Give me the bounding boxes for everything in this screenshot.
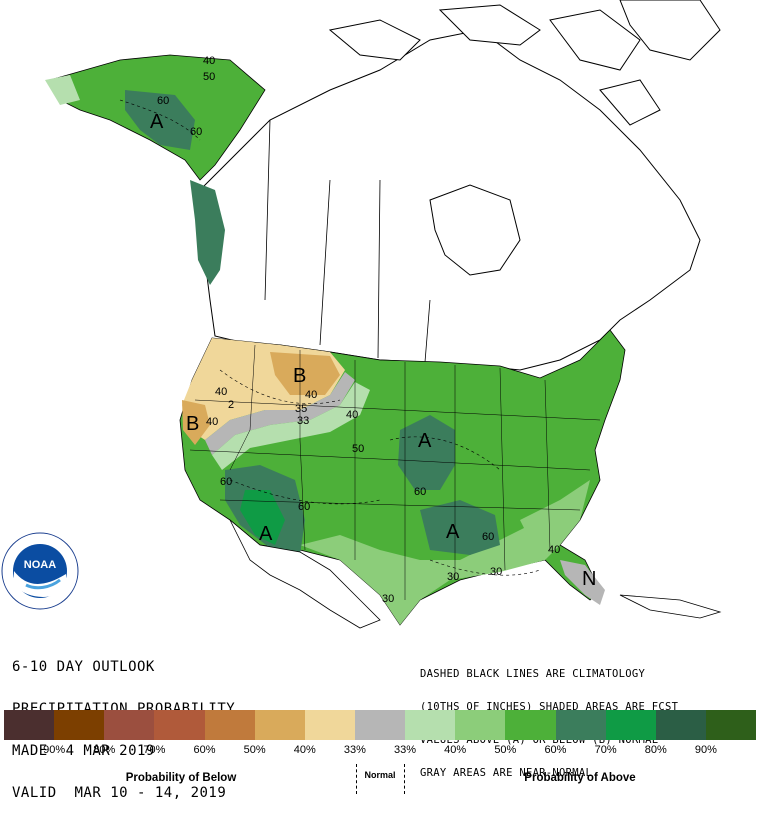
note-line: VALUES ABOVE (A) OR BELOW (B) NORMAL	[420, 734, 659, 746]
alaska-70-zone	[125, 90, 195, 150]
contour-label: 60	[414, 486, 426, 498]
above-40-band	[212, 382, 370, 470]
legend-swatch	[405, 710, 456, 740]
caribbean-islands	[619, 594, 722, 619]
note-line: GRAY AREAS ARE NEAR-NORMAL	[420, 767, 593, 779]
legend-percent-label: 33%	[394, 744, 417, 756]
bc-coast-strip	[190, 180, 225, 285]
alaska-40-edge	[45, 75, 80, 105]
contour-label: 30	[490, 566, 502, 578]
california-below-50	[182, 400, 210, 445]
note-line: (10THS OF INCHES) SHADED AREAS ARE FCST	[420, 701, 679, 713]
near-normal-band	[205, 372, 355, 455]
northwest-below-50	[270, 352, 340, 395]
province-lines	[264, 119, 431, 363]
contour-label: 30	[382, 593, 394, 605]
florida-near-normal	[560, 560, 605, 605]
legend-swatch	[304, 710, 355, 740]
note-line: DASHED BLACK LINES ARE CLIMATOLOGY	[420, 668, 646, 680]
probability-legend	[4, 710, 757, 740]
contour-label: 2	[228, 399, 234, 411]
arizona-above-80	[240, 490, 285, 545]
southeast-light-green	[520, 480, 590, 545]
contour-label: 50	[352, 443, 364, 455]
title-line: MADE 4 MAR 2019	[12, 743, 155, 759]
contour-label: 60	[220, 476, 232, 488]
legend-swatch	[505, 710, 556, 740]
legend-percent-label: 90%	[43, 744, 66, 756]
contour-label: 60	[157, 95, 169, 107]
contour-label: 40	[305, 389, 317, 401]
legend-swatch	[154, 710, 205, 740]
iowa-above-label: A	[418, 430, 432, 452]
iowa-above-70	[398, 415, 455, 490]
california-below-label: B	[186, 413, 199, 435]
contour-label: 60	[482, 531, 494, 543]
mississippi-above-70	[420, 500, 500, 555]
map-note: DASHED BLACK LINES ARE CLIMATOLOGY (10TH…	[420, 647, 678, 790]
contour-label: 40	[206, 416, 218, 428]
contour-label: 30	[447, 571, 459, 583]
contour-label: 33	[297, 415, 309, 427]
legend-swatch	[54, 710, 105, 740]
mississippi-above-label: A	[446, 521, 460, 543]
florida-normal-label: N	[582, 568, 596, 590]
mexico-outline	[229, 519, 381, 629]
contour-label: 40	[215, 386, 227, 398]
alaska-above-label: A	[150, 111, 164, 133]
legend-divider	[404, 764, 405, 794]
legend-swatch	[4, 710, 55, 740]
contour-label: 50	[203, 71, 215, 83]
arctic-islands	[328, 4, 661, 126]
noaa-logo-text: NOAA	[24, 559, 56, 571]
contour-label: 60	[190, 126, 202, 138]
legend-swatch	[605, 710, 656, 740]
contour-label: 40	[346, 409, 358, 421]
contour-label: 40	[548, 544, 560, 556]
state-lines	[189, 344, 601, 600]
hudson-bay	[429, 184, 521, 276]
legend-percent-label: 70%	[594, 744, 617, 756]
legend-divider	[356, 764, 357, 794]
legend-percent-label: 40%	[293, 744, 316, 756]
legend-percent-label: 33%	[343, 744, 366, 756]
above-label: Probability of Above	[524, 772, 636, 784]
legend-percent-label: 80%	[644, 744, 667, 756]
outlook-map: A B B A A A N 40 50 60 60 40 35 33 40 40…	[1, 0, 722, 629]
noaa-logo: NOAA	[1, 532, 79, 610]
greenland	[619, 0, 721, 61]
legend-percent-label: 80%	[93, 744, 116, 756]
legend-percent-label: 50%	[243, 744, 266, 756]
arizona-above-label: A	[259, 523, 273, 545]
title-line: VALID MAR 10 - 14, 2019	[12, 785, 227, 801]
title-line: 6-10 DAY OUTLOOK	[12, 659, 155, 675]
below-label: Probability of Below	[125, 772, 237, 784]
legend-percent-label: 70%	[143, 744, 166, 756]
contour-label: 35	[295, 403, 307, 415]
legend-swatch	[204, 710, 255, 740]
legend-swatch	[655, 710, 706, 740]
contour-label: 60	[298, 501, 310, 513]
legend-percent-label: 60%	[544, 744, 567, 756]
legend-percent-label: 60%	[193, 744, 216, 756]
legend-percent-label: 90%	[694, 744, 717, 756]
legend-percent-label: 50%	[494, 744, 517, 756]
northwest-below-label: B	[293, 365, 306, 387]
legend-swatch	[354, 710, 406, 740]
contour-label: 40	[203, 55, 215, 67]
legend-swatch	[555, 710, 606, 740]
legend-swatch	[455, 710, 506, 740]
climatology-lines	[119, 99, 541, 576]
legend-swatch	[104, 710, 155, 740]
legend-percent-label: 40%	[444, 744, 467, 756]
normal-label: Normal	[364, 770, 396, 780]
legend-swatch	[254, 710, 305, 740]
legend-swatch	[705, 710, 757, 740]
